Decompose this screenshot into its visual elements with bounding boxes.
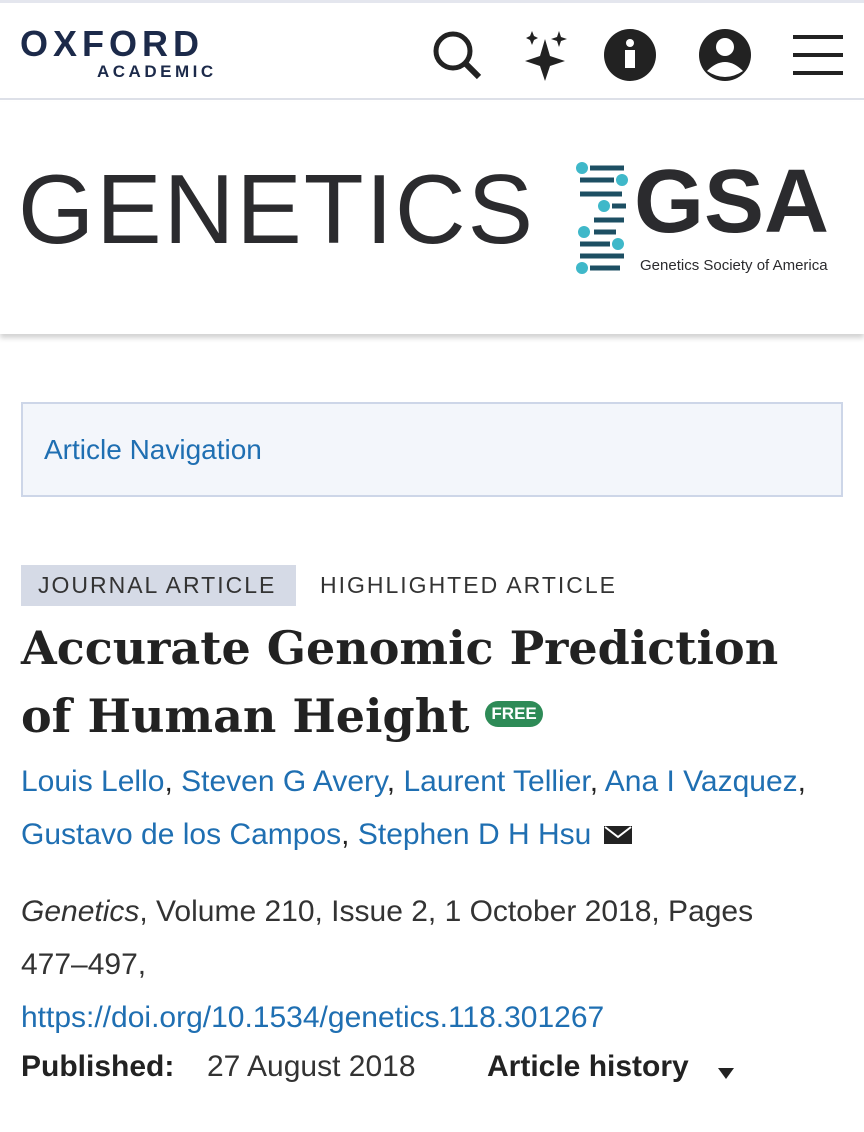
author-link[interactable]: Laurent Tellier (403, 765, 590, 798)
brand-top[interactable]: OXFORD (20, 23, 205, 64)
article-navigation[interactable]: Article Navigation (21, 402, 843, 497)
article-tag: JOURNAL ARTICLE (38, 572, 277, 598)
journal-banner: GENETICS GSA Genetics Society of America (0, 102, 864, 334)
account-icon[interactable] (699, 29, 751, 81)
society-logo[interactable]: GSA (634, 152, 830, 252)
header-icons (433, 29, 843, 81)
published-date: 27 August 2018 (207, 1050, 416, 1083)
author-link[interactable]: Louis Lello (21, 765, 165, 798)
menu-icon[interactable] (793, 35, 843, 75)
author-separator: , (164, 765, 173, 798)
info-icon[interactable] (604, 29, 656, 81)
citation-details: , Volume 210, Issue 2, 1 October 2018, P… (21, 895, 754, 981)
article-history[interactable]: Article history (487, 1050, 689, 1083)
free-badge: FREE (485, 701, 543, 727)
author-separator: , (797, 765, 807, 798)
article-title-block: Accurate Genomic Prediction of Human Hei… (21, 614, 841, 750)
dna-icon (576, 162, 628, 274)
email-icon[interactable] (603, 824, 633, 846)
author-link[interactable]: Stephen D H Hsu (357, 818, 592, 851)
author-list: Louis Lello, Steven G Avery, Laurent Tel… (21, 755, 821, 861)
author-separator: , (341, 818, 350, 851)
journal-logo[interactable]: GENETICS (18, 154, 535, 264)
citation: Genetics, Volume 210, Issue 2, 1 October… (21, 885, 821, 1044)
author-link[interactable]: Steven G Avery (181, 765, 387, 798)
society-name: Genetics Society of America (640, 257, 828, 274)
article-title: Accurate Genomic Prediction of Human Hei… (21, 621, 779, 743)
citation-journal: Genetics (21, 895, 140, 928)
doi-link[interactable]: https://doi.org/10.1534/genetics.118.301… (21, 1001, 605, 1034)
brand-bottom[interactable]: ACADEMIC (97, 62, 217, 81)
top-bar: OXFORD ACADEMIC (0, 0, 864, 100)
article-tag: HIGHLIGHTED ARTICLE (320, 572, 618, 598)
tag-box (21, 565, 296, 606)
ai-icon[interactable] (525, 31, 567, 81)
author-link[interactable]: Ana I Vazquez (604, 765, 798, 798)
search-icon[interactable] (433, 31, 482, 80)
dropdown-arrow[interactable] (717, 1066, 735, 1080)
author-separator: , (589, 765, 599, 798)
author-link[interactable]: Gustavo de los Campos (21, 818, 342, 851)
published-label: Published: (21, 1050, 175, 1083)
author-separator: , (386, 765, 396, 798)
article-navigation-label[interactable]: Article Navigation (44, 434, 262, 465)
